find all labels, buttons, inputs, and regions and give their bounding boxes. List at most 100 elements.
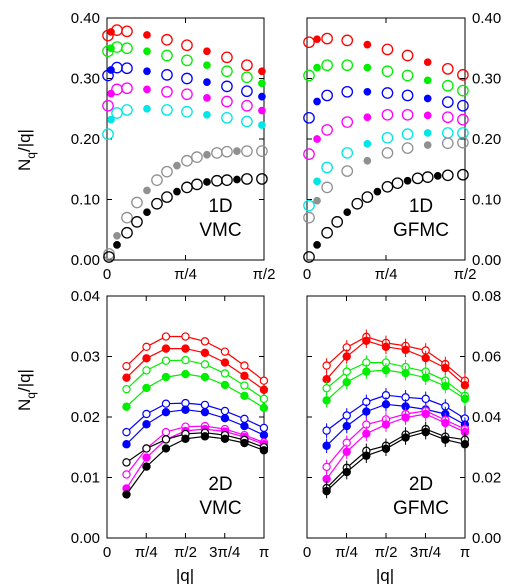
data-point [221,80,233,93]
data-point [423,94,432,103]
data-point [122,384,131,394]
data-point [233,175,241,184]
data-point [142,409,151,419]
series-gray [303,136,469,224]
series-red [122,332,269,385]
ylabel-tail-2: /|q| [15,369,34,392]
data-point [122,361,131,371]
series-gray [103,145,268,260]
data-point [122,440,131,449]
data-point [220,347,230,356]
data-point [200,407,210,417]
data-point [321,181,333,194]
data-point [107,115,115,124]
data-point [321,124,333,136]
data-point [322,384,331,393]
data-point [240,361,249,370]
series-black [322,424,470,499]
data-point [241,59,253,72]
data-point [401,142,414,154]
data-point [241,71,253,84]
data-point [173,187,181,196]
data-point [401,413,410,422]
series-black [122,432,269,499]
data-point [220,380,230,390]
ylabel-tail: /|q| [15,129,34,152]
series-cyan [102,104,266,141]
data-point [122,470,131,479]
data-point [240,438,249,448]
data-point [401,368,410,378]
data-point [143,85,151,94]
data-point [131,196,143,209]
x-tick-label: 3π/4 [410,544,441,561]
data-point [143,67,151,76]
data-point [421,353,430,363]
data-point [161,435,171,444]
data-point [441,169,454,182]
y-tick-label: 0.40 [71,10,100,27]
series-red [322,333,470,393]
data-point [113,231,121,240]
x-axis-label-left: |q| [176,566,194,584]
data-point [220,358,230,367]
data-point [342,378,351,387]
x-tick-label: 3π/4 [209,544,240,561]
data-point [401,89,414,102]
data-point [259,385,269,394]
data-point [200,348,210,358]
ylabel-main-2: N [15,399,34,411]
data-point [457,69,469,81]
data-point [161,372,171,382]
x-tick-label: π/4 [375,266,398,283]
series-black [303,168,469,263]
data-point [313,196,321,205]
data-point [441,96,454,108]
data-point [403,176,412,185]
panel-annotation: 2D [208,474,232,495]
data-point [221,65,233,78]
series-green [322,362,470,408]
data-point [391,177,404,190]
data-point [313,241,321,249]
series-magenta [122,424,269,493]
series-green [122,355,269,404]
data-point [303,36,315,49]
panel-annotation: VMC [199,498,241,519]
data-point [381,147,394,159]
data-point [313,63,321,72]
data-point [221,95,233,108]
data-point [460,381,470,390]
panel-annotation: 2D [409,474,433,495]
x-tick-label: π/2 [454,266,477,283]
data-point [203,150,211,159]
x-tick-label: π/2 [174,544,197,561]
data-point [313,177,321,186]
data-point [241,99,253,112]
data-point [161,427,171,437]
data-point [122,490,131,499]
data-point [322,441,331,450]
data-point [351,197,364,210]
panel-bottom-left: 0.00 0.01 0.02 0.03 0.04 0 π/4 π/2 3π/4 π 2D VMC [71,288,269,561]
data-point [303,69,315,82]
data-point [142,444,151,453]
data-point [441,137,454,150]
data-point [381,87,394,99]
data-point [240,421,249,431]
data-point [441,111,454,124]
data-point [258,79,266,88]
data-point [342,421,351,431]
data-point [220,406,230,416]
x-tick-label: π/4 [174,266,197,283]
data-point [221,145,233,158]
data-point [341,85,354,98]
data-point [343,208,352,217]
data-point [161,33,173,46]
data-point [381,180,394,193]
data-point [373,187,382,196]
x-tick-label: π [259,544,269,561]
data-point [161,356,171,365]
ylabel-main: N [15,159,34,171]
